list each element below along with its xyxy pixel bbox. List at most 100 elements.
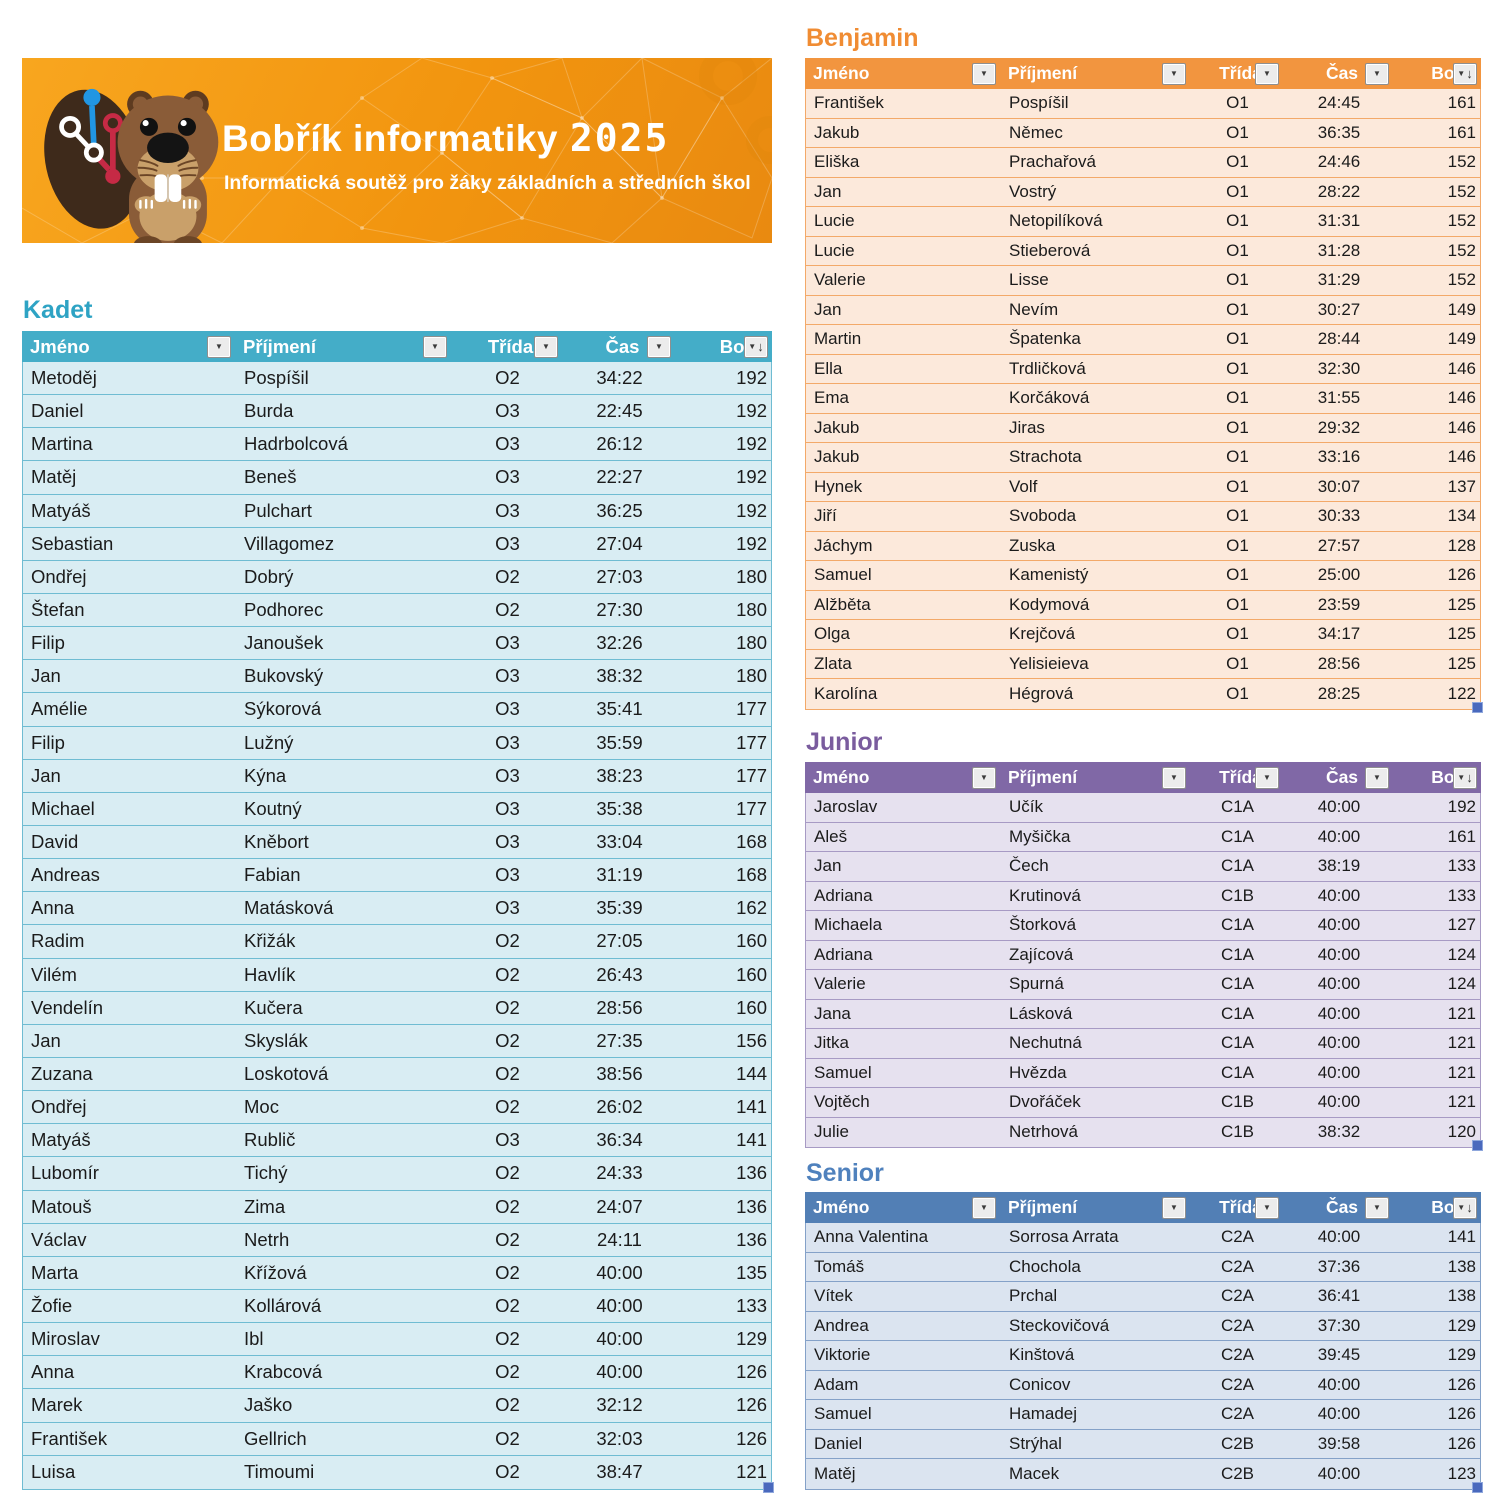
table-cell[interactable]: Štorková [1009, 915, 1077, 935]
table-cell[interactable]: O1 [1226, 299, 1249, 319]
table-cell[interactable]: C1A [1220, 944, 1255, 964]
table-cell[interactable]: Hadrbolcová [244, 433, 348, 455]
table-cell[interactable]: O3 [495, 698, 520, 720]
table-cell[interactable]: 37:36 [1317, 1256, 1361, 1276]
table-cell[interactable]: Skyslák [244, 1029, 308, 1051]
table-cell[interactable]: 168 [736, 864, 767, 886]
table-cell[interactable]: 128 [1447, 535, 1476, 555]
table-cell[interactable]: Krejčová [1009, 624, 1076, 644]
table-cell[interactable]: Matásková [244, 897, 334, 919]
table-cell[interactable]: 180 [736, 599, 767, 621]
table-cell[interactable]: Lisse [1009, 270, 1049, 290]
table-cell[interactable]: Amélie [31, 698, 88, 720]
table-cell[interactable]: Křižák [244, 930, 296, 952]
table-cell[interactable]: 34:17 [1317, 624, 1361, 644]
table-cell[interactable]: František [31, 1427, 108, 1449]
table-cell[interactable]: C2A [1220, 1227, 1255, 1247]
table-cell[interactable]: 40:00 [1317, 1404, 1361, 1424]
table-cell[interactable]: Čech [1009, 856, 1049, 876]
table-cell[interactable]: 40:00 [1317, 1463, 1361, 1483]
table-cell[interactable]: 32:03 [596, 1427, 643, 1449]
table-cell[interactable]: 27:03 [596, 565, 643, 587]
table-cell[interactable]: 120 [1447, 1122, 1476, 1142]
table-cell[interactable]: 180 [736, 632, 767, 654]
table-cell[interactable]: Zuzana [31, 1063, 93, 1085]
table-cell[interactable]: Steckovičová [1009, 1315, 1110, 1335]
table-cell[interactable]: Villagomez [244, 532, 335, 554]
table-cell[interactable]: Trdličková [1009, 358, 1086, 378]
table-cell[interactable]: O1 [1226, 565, 1249, 585]
table-cell[interactable]: 26:43 [596, 963, 643, 985]
table-cell[interactable]: 136 [736, 1162, 767, 1184]
table-cell[interactable]: Havlík [244, 963, 296, 985]
table-cell[interactable]: C2A [1220, 1256, 1255, 1276]
table-cell[interactable]: Jitka [814, 1033, 849, 1053]
filter-button[interactable]: ▼ [1255, 62, 1279, 85]
table-cell[interactable]: 24:46 [1317, 152, 1361, 172]
table-cell[interactable]: O1 [1226, 329, 1249, 349]
table-cell[interactable]: Štefan [31, 599, 85, 621]
table-cell[interactable]: 161 [1447, 826, 1476, 846]
table-cell[interactable]: O3 [495, 864, 520, 886]
table-cell[interactable]: 136 [736, 1195, 767, 1217]
table-cell[interactable]: Špatenka [1009, 329, 1081, 349]
table-cell[interactable]: 35:41 [596, 698, 643, 720]
table-cell[interactable]: O1 [1226, 506, 1249, 526]
table-cell[interactable]: 133 [736, 1295, 767, 1316]
table-cell[interactable]: Kodymová [1009, 594, 1090, 614]
table-cell[interactable]: 124 [1447, 974, 1476, 994]
table-cell[interactable]: O2 [495, 1261, 520, 1283]
table-cell[interactable]: O1 [1226, 535, 1249, 555]
table-cell[interactable]: O2 [495, 1195, 520, 1217]
table-cell[interactable]: 28:44 [1317, 329, 1361, 349]
table-cell[interactable]: C1A [1220, 797, 1255, 817]
table-cell[interactable]: 32:12 [596, 1394, 643, 1416]
table-cell[interactable]: 156 [736, 1029, 767, 1051]
table-cell[interactable]: 134 [1447, 506, 1476, 526]
table-cell[interactable]: Ondřej [31, 1096, 87, 1118]
table-cell[interactable]: O2 [495, 1394, 520, 1416]
table-cell[interactable]: O3 [495, 897, 520, 919]
table-cell[interactable]: O1 [1226, 211, 1249, 231]
table-cell[interactable]: 160 [736, 930, 767, 952]
table-cell[interactable]: Conicov [1009, 1374, 1071, 1394]
table-cell[interactable]: Matyáš [31, 499, 91, 521]
table-cell[interactable]: 40:00 [1317, 1003, 1361, 1023]
table-cell[interactable]: 146 [1447, 417, 1476, 437]
table-cell[interactable]: 23:59 [1317, 594, 1361, 614]
table-cell[interactable]: Krabcová [244, 1361, 323, 1383]
table-cell[interactable]: O3 [495, 499, 520, 521]
table-cell[interactable]: 136 [736, 1228, 767, 1250]
table-cell[interactable]: Jan [814, 856, 842, 876]
table-cell[interactable]: Tomáš [814, 1256, 865, 1276]
table-cell[interactable]: Kinštová [1009, 1345, 1075, 1365]
table-cell[interactable]: 38:32 [1317, 1122, 1361, 1142]
table-cell[interactable]: Adriana [814, 944, 873, 964]
table-cell[interactable]: Kučera [244, 996, 303, 1018]
table-cell[interactable]: 35:38 [596, 797, 643, 819]
table-cell[interactable]: Gellrich [244, 1427, 307, 1449]
table-cell[interactable]: Valerie [814, 270, 866, 290]
table-cell[interactable]: 40:00 [596, 1261, 643, 1283]
filter-button[interactable]: ▼ [207, 335, 231, 358]
table-cell[interactable]: 141 [736, 1129, 767, 1151]
table-cell[interactable]: O1 [1226, 93, 1249, 113]
table-cell[interactable]: Timoumi [244, 1461, 315, 1483]
table-cell[interactable]: 34:22 [596, 367, 643, 389]
table-cell[interactable]: 121 [1447, 1033, 1476, 1053]
table-cell[interactable]: 152 [1447, 152, 1476, 172]
table-cell[interactable]: C2A [1220, 1345, 1255, 1365]
table-cell[interactable]: 123 [1447, 1463, 1476, 1483]
table-cell[interactable]: 152 [1447, 181, 1476, 201]
table-cell[interactable]: Lásková [1009, 1003, 1073, 1023]
table-cell[interactable]: 27:57 [1317, 535, 1361, 555]
table-cell[interactable]: 160 [736, 963, 767, 985]
table-cell[interactable]: Ibl [244, 1328, 264, 1350]
table-cell[interactable]: 31:31 [1317, 211, 1361, 231]
table-cell[interactable]: Prchal [1009, 1286, 1058, 1306]
table-cell[interactable]: Martina [31, 433, 93, 455]
table-cell[interactable]: Spurná [1009, 974, 1064, 994]
filter-button[interactable]: ▼ [1365, 62, 1389, 85]
table-cell[interactable]: 31:28 [1317, 240, 1361, 260]
table-cell[interactable]: 36:35 [1317, 122, 1361, 142]
